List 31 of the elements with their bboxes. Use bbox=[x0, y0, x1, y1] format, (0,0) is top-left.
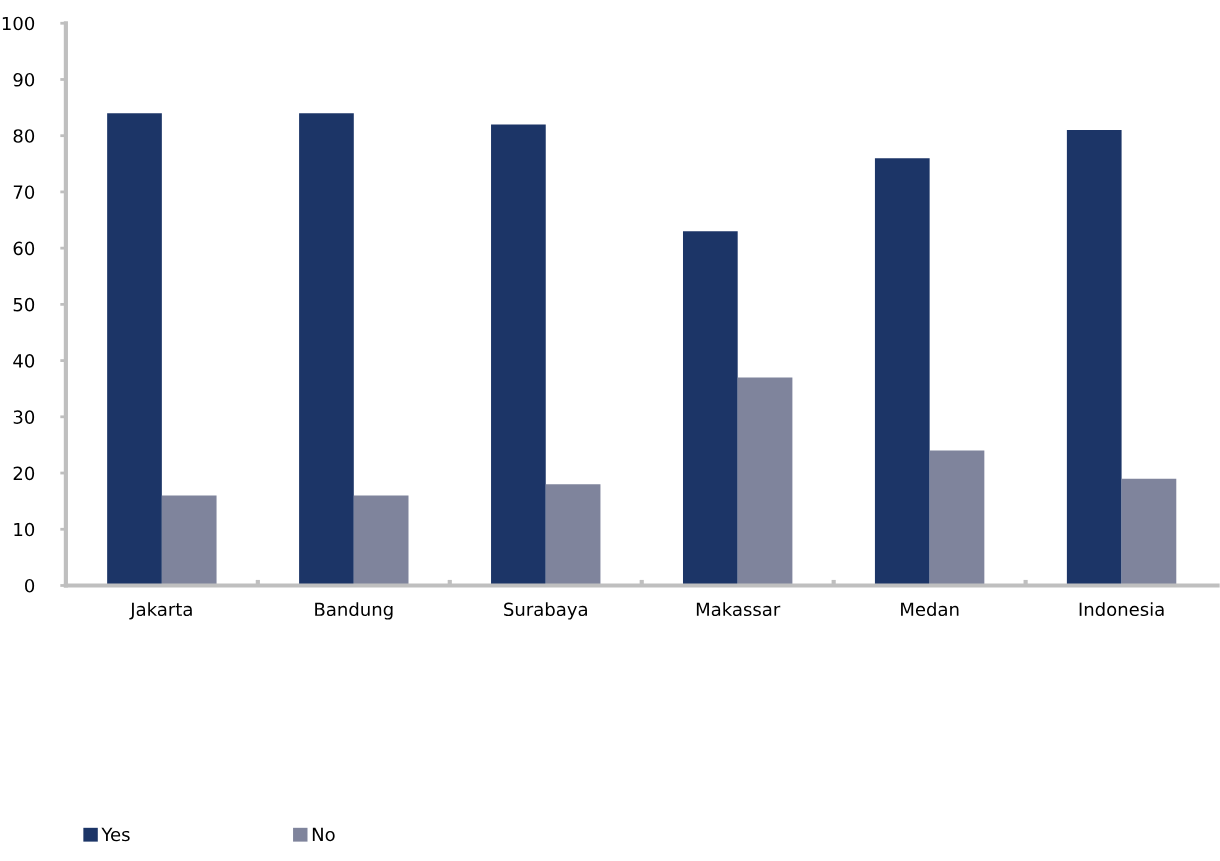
y-tick-label: 10 bbox=[14, 522, 35, 537]
x-tick-label: Makassar bbox=[696, 602, 781, 617]
bar bbox=[353, 495, 409, 586]
bar bbox=[1066, 130, 1122, 586]
y-tick-label: 80 bbox=[13, 129, 35, 143]
x-tick-label: Bandung bbox=[315, 602, 393, 620]
legend-label: Yes bbox=[101, 827, 130, 842]
y-tick-label: 0 bbox=[25, 578, 35, 593]
y-tick-label: 70 bbox=[13, 185, 35, 200]
y-tick-label: 90 bbox=[13, 72, 35, 87]
bar bbox=[1121, 478, 1177, 586]
bar bbox=[299, 113, 354, 586]
bar bbox=[929, 450, 985, 586]
y-tick-label: 40 bbox=[13, 354, 35, 368]
y-tick-label: 60 bbox=[13, 241, 35, 256]
y-tick-label: 100 bbox=[2, 16, 35, 31]
x-tick-label: Indonesia bbox=[1079, 602, 1164, 617]
legend-label: No bbox=[312, 827, 335, 842]
bar bbox=[874, 158, 930, 586]
y-tick-label: 20 bbox=[13, 466, 35, 481]
bar bbox=[737, 377, 793, 586]
x-tick-label: Surabaya bbox=[504, 602, 587, 620]
bar bbox=[682, 231, 738, 586]
bar bbox=[161, 495, 217, 586]
bar bbox=[491, 124, 546, 586]
bar bbox=[107, 113, 162, 586]
y-tick-label: 50 bbox=[13, 297, 35, 312]
bar bbox=[545, 484, 601, 586]
x-tick-label: Medan bbox=[901, 602, 959, 617]
y-tick-label: 30 bbox=[13, 410, 35, 424]
x-tick-label: Jakarta bbox=[129, 602, 192, 620]
